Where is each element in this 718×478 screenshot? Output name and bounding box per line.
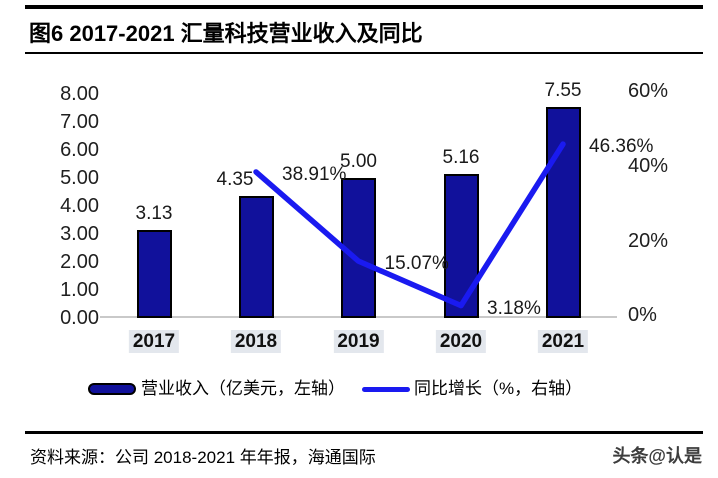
bar-value-label: 3.13 <box>135 203 173 225</box>
figure-title: 图6 2017-2021 汇量科技营业收入及同比 <box>29 21 423 46</box>
x-axis-label-2017: 2017 <box>128 330 180 353</box>
legend-label-growth: 同比增长（%，右轴） <box>414 379 583 398</box>
bar-value-label: 7.55 <box>544 79 582 101</box>
x-axis-label-2020: 2020 <box>435 330 487 353</box>
right-axis-tick: 40% <box>628 154 669 177</box>
right-axis-tick: 20% <box>628 229 669 252</box>
y-axis-tick: 6.00 <box>60 138 99 161</box>
revenue-bar-2017 <box>136 230 172 318</box>
title-underline-rule <box>25 52 703 54</box>
legend-line-swatch <box>362 387 410 392</box>
y-axis-tick: 2.00 <box>60 250 99 273</box>
x-axis-label-2021: 2021 <box>537 330 589 353</box>
legend-bar-swatch <box>88 383 136 395</box>
right-axis-tick: 0% <box>628 304 657 327</box>
y-axis-tick: 1.00 <box>60 278 99 301</box>
right-axis-tick: 60% <box>628 80 669 102</box>
x-axis-label-2019: 2019 <box>333 330 384 353</box>
top-rule <box>25 5 703 9</box>
y-axis-tick: 7.00 <box>60 110 99 133</box>
y-axis-tick: 0.00 <box>60 306 99 329</box>
footer-rule <box>25 431 703 434</box>
growth-value-label: 38.91% <box>282 163 347 185</box>
y-axis-tick: 8.00 <box>60 82 99 105</box>
y-axis-tick: 4.00 <box>60 194 99 217</box>
watermark: 头条@认是 <box>612 446 702 466</box>
source-note: 资料来源：公司 2018-2021 年年报，海通国际 <box>30 448 376 467</box>
y-axis-tick: 3.00 <box>60 222 99 245</box>
growth-value-label: 46.36% <box>589 136 654 158</box>
bar-value-label: 4.35 <box>216 169 254 191</box>
growth-value-label: 3.18% <box>487 297 541 319</box>
growth-value-label: 15.07% <box>384 253 449 275</box>
y-axis-tick: 5.00 <box>60 166 99 189</box>
x-axis-label-2018: 2018 <box>230 330 282 353</box>
legend-label-revenue: 营业收入（亿美元，左轴） <box>141 379 345 398</box>
